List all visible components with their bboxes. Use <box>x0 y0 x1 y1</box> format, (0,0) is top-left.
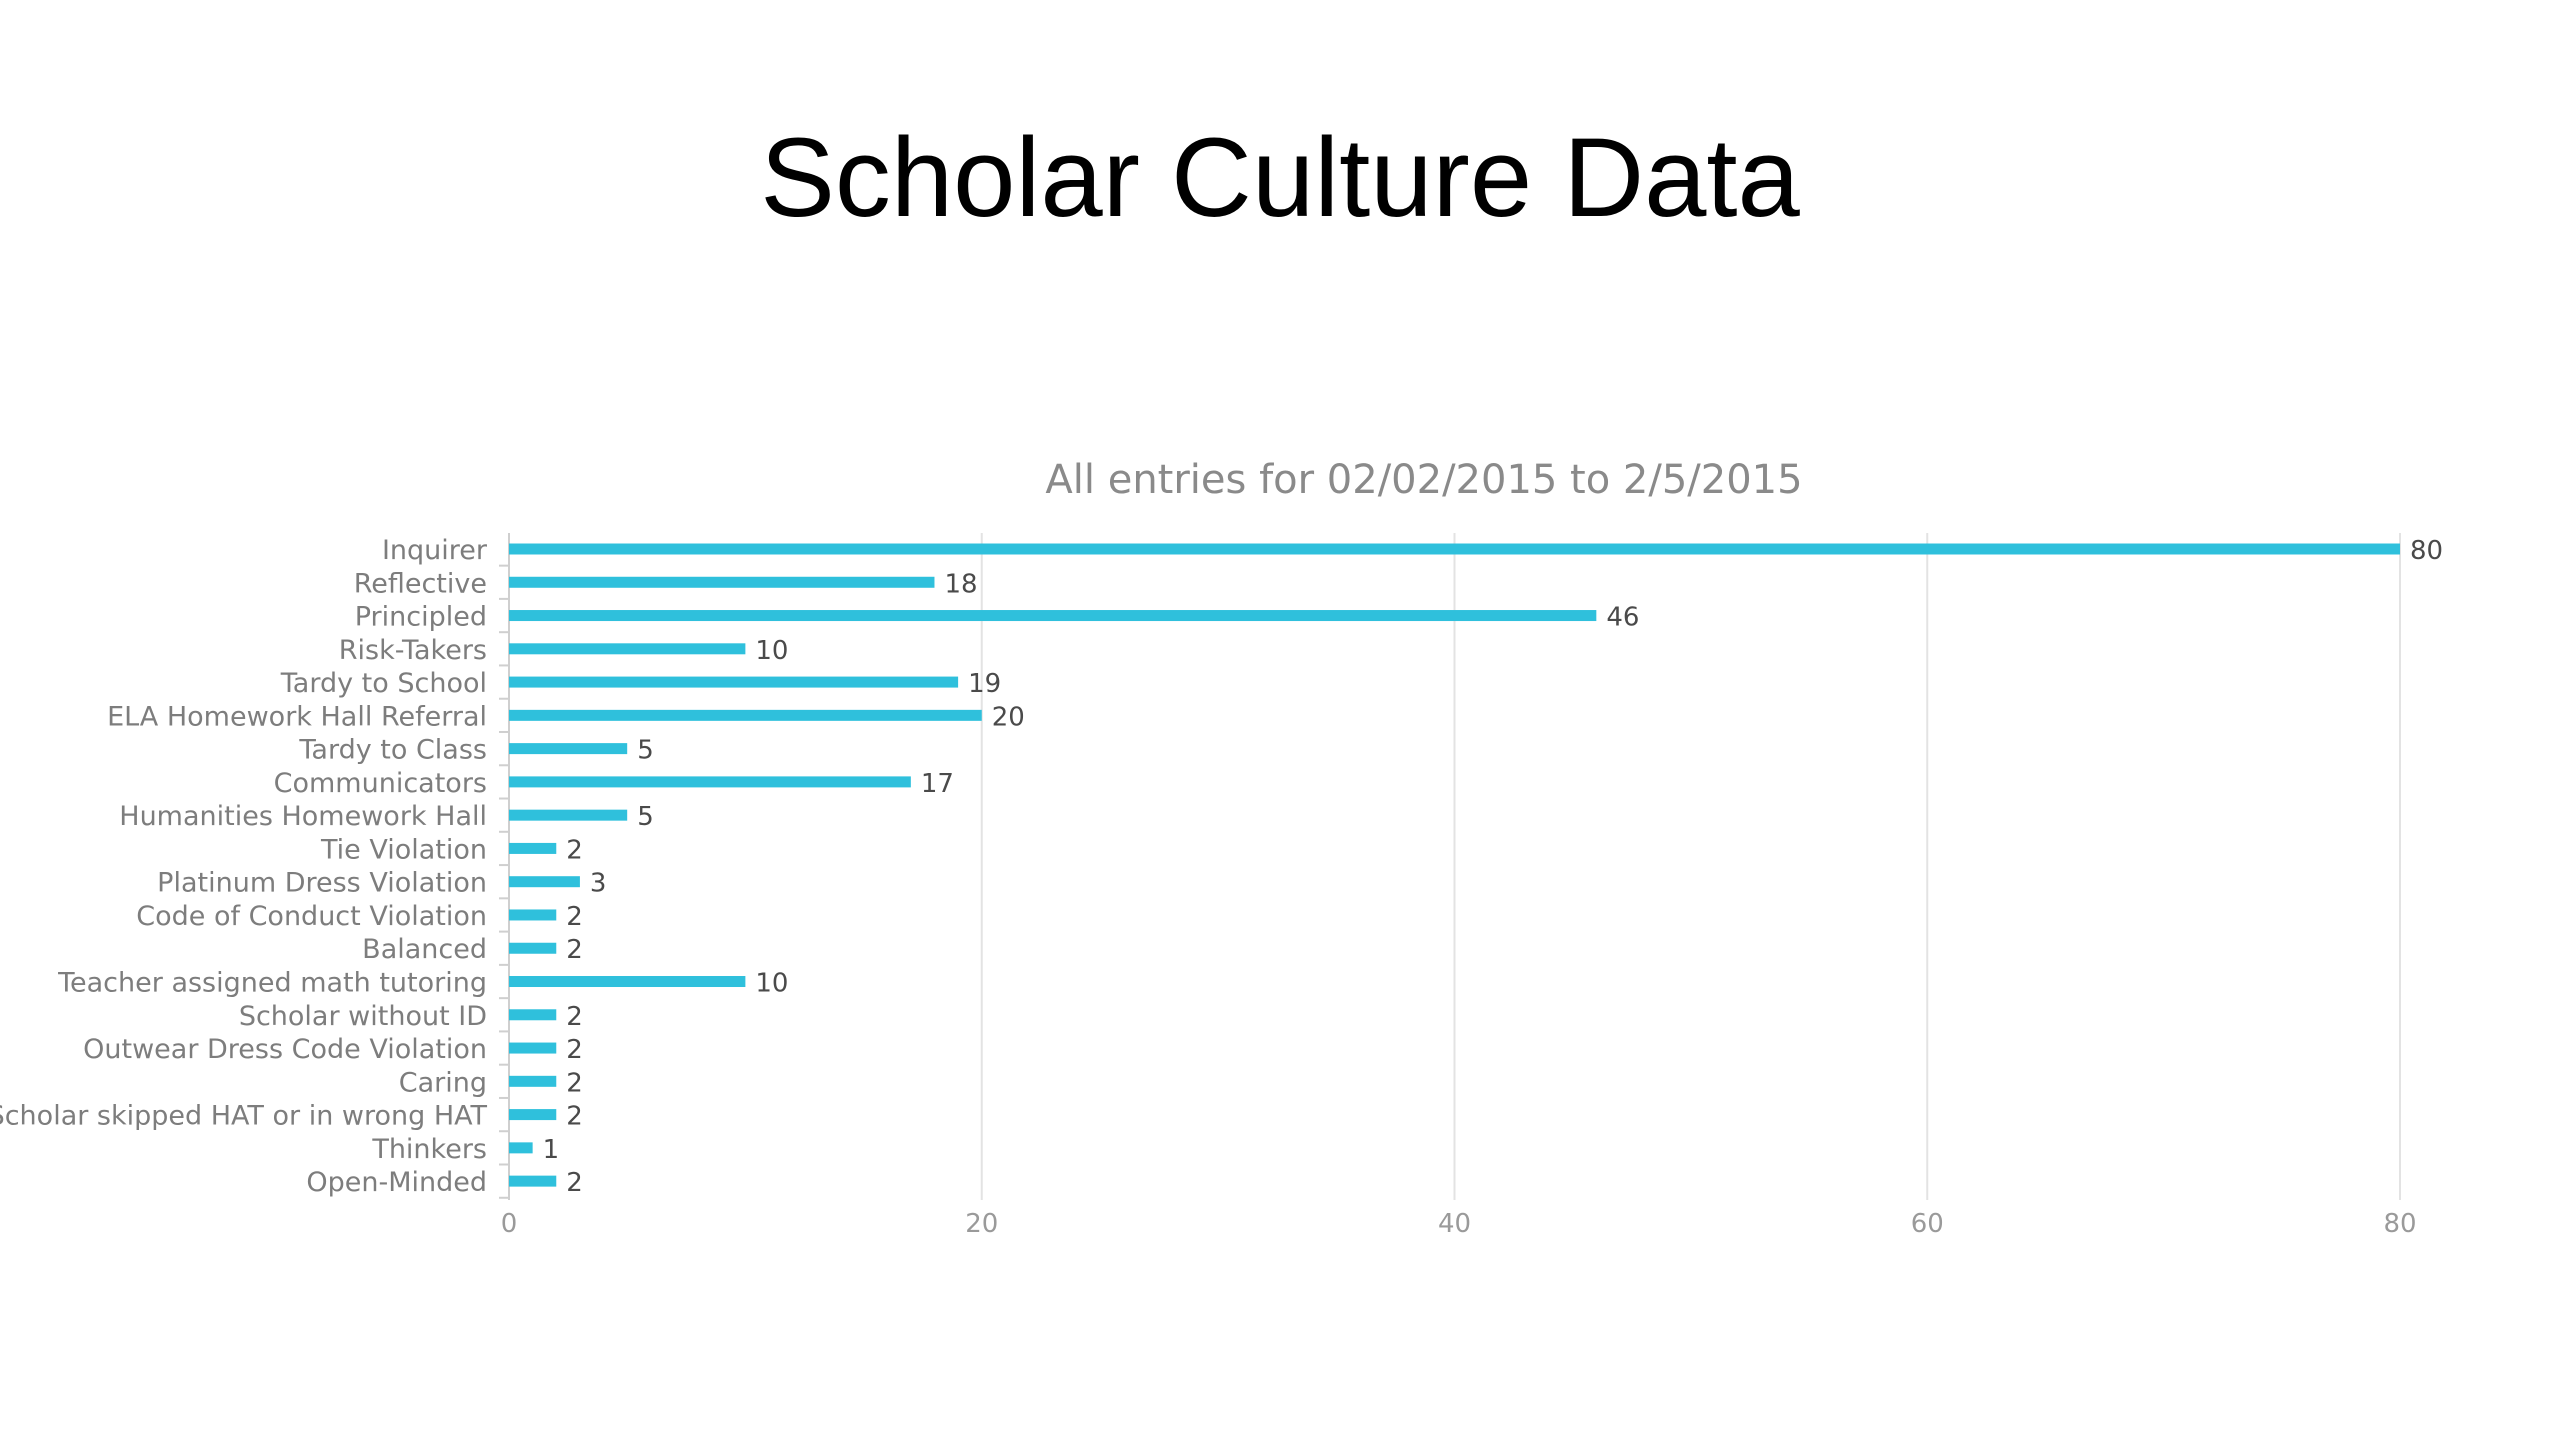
category-label: Caring <box>399 1067 487 1098</box>
chart-title: All entries for 02/02/2015 to 2/5/2015 <box>1045 457 1802 503</box>
bar <box>509 1175 557 1187</box>
category-labels: InquirerReflectivePrincipledRisk-TakersT… <box>0 535 488 1198</box>
category-label: Scholar skipped HAT or in wrong HAT <box>0 1101 488 1132</box>
bar <box>509 809 628 821</box>
category-label: Balanced <box>362 934 487 965</box>
bar <box>509 1075 557 1087</box>
data-label: 20 <box>992 702 1025 732</box>
data-label: 5 <box>637 802 654 832</box>
x-tick-label: 0 <box>501 1209 518 1239</box>
data-label: 10 <box>755 969 788 999</box>
data-label: 2 <box>566 902 583 932</box>
gridlines <box>980 533 2401 1200</box>
data-label: 80 <box>2410 536 2443 566</box>
category-label: Platinum Dress Violation <box>157 868 487 899</box>
bar <box>509 842 557 854</box>
category-label: Risk-Takers <box>339 635 487 666</box>
category-label: Communicators <box>274 768 487 799</box>
category-label: Code of Conduct Violation <box>136 901 487 932</box>
category-label: Thinkers <box>371 1134 487 1165</box>
data-label: 19 <box>968 669 1001 699</box>
data-label: 46 <box>1606 603 1639 633</box>
category-label: Outwear Dress Code Violation <box>83 1034 487 1065</box>
data-label: 10 <box>755 636 788 666</box>
x-tick-label: 20 <box>965 1209 998 1239</box>
x-axis-ticks: 0 20 40 60 80 <box>501 1209 2417 1239</box>
bar <box>509 610 1597 622</box>
bar <box>509 776 911 788</box>
bar <box>509 576 935 588</box>
slide-title: Scholar Culture Data <box>760 115 1800 240</box>
data-label: 2 <box>566 1102 583 1132</box>
bars <box>509 543 2400 1187</box>
category-label: Inquirer <box>382 535 488 566</box>
data-label: 2 <box>566 835 583 865</box>
category-label: Reflective <box>354 568 487 599</box>
data-label: 5 <box>637 736 654 766</box>
data-label: 2 <box>566 935 583 965</box>
bar <box>509 909 557 921</box>
data-label: 1 <box>543 1135 560 1165</box>
bar <box>509 1042 557 1054</box>
bar <box>509 643 746 655</box>
data-label: 2 <box>566 1168 583 1198</box>
category-label: Tardy to School <box>280 668 487 699</box>
bar <box>509 1009 557 1021</box>
bar <box>509 876 580 888</box>
data-label: 2 <box>566 1068 583 1098</box>
bar <box>509 676 959 688</box>
bar <box>509 942 557 954</box>
category-label: Principled <box>355 602 487 633</box>
bar <box>509 743 628 755</box>
category-label: Tie Violation <box>320 834 487 865</box>
category-label: Scholar without ID <box>239 1001 487 1032</box>
bar <box>509 1142 533 1154</box>
x-tick-label: 60 <box>1911 1209 1944 1239</box>
x-tick-label: 80 <box>2383 1209 2416 1239</box>
category-label: Teacher assigned math tutoring <box>57 968 487 999</box>
bar <box>509 543 2400 555</box>
category-label: Humanities Homework Hall <box>119 801 487 832</box>
x-tick-label: 40 <box>1438 1209 1471 1239</box>
category-label: Open-Minded <box>306 1167 487 1198</box>
bar <box>509 1109 557 1121</box>
category-label: ELA Homework Hall Referral <box>107 701 487 732</box>
data-label: 2 <box>566 1002 583 1032</box>
y-axis <box>499 533 510 1200</box>
bar <box>509 976 746 988</box>
bar <box>509 709 982 721</box>
data-label: 18 <box>944 569 977 599</box>
data-label: 17 <box>921 769 954 799</box>
data-label: 3 <box>590 869 607 899</box>
category-label: Tardy to Class <box>298 735 487 766</box>
data-label: 2 <box>566 1035 583 1065</box>
